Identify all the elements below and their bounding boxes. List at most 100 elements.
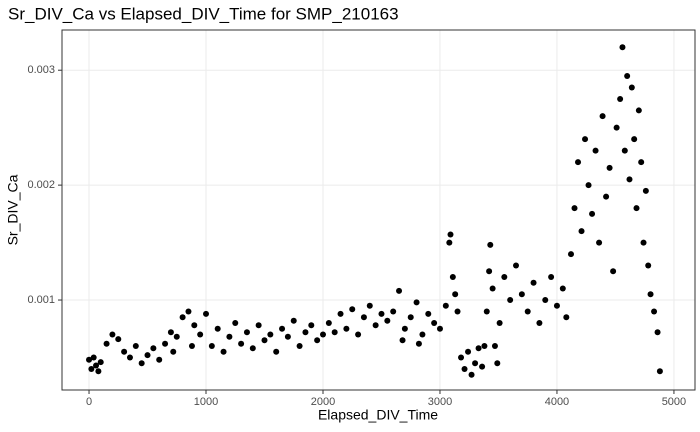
point bbox=[633, 205, 640, 212]
point bbox=[349, 306, 356, 313]
point bbox=[468, 371, 475, 378]
x-tick-label: 3000 bbox=[428, 396, 452, 408]
point bbox=[138, 360, 145, 367]
point bbox=[449, 274, 456, 281]
point bbox=[162, 340, 169, 347]
point bbox=[479, 363, 486, 370]
point bbox=[109, 331, 116, 338]
point bbox=[279, 325, 286, 332]
point bbox=[606, 164, 613, 171]
point bbox=[571, 205, 578, 212]
point bbox=[173, 333, 180, 340]
point bbox=[447, 231, 454, 238]
point bbox=[243, 329, 250, 336]
point bbox=[596, 239, 603, 246]
point bbox=[399, 337, 406, 344]
point bbox=[95, 368, 102, 375]
chart-title: Sr_DIV_Ca vs Elapsed_DIV_Time for SMP_21… bbox=[8, 4, 399, 23]
point bbox=[578, 228, 585, 235]
point bbox=[458, 354, 465, 361]
point bbox=[563, 314, 570, 321]
point bbox=[355, 331, 362, 338]
point bbox=[530, 279, 537, 286]
x-tick-label: 0 bbox=[86, 396, 92, 408]
point bbox=[170, 348, 177, 355]
point bbox=[366, 302, 373, 309]
x-axis-title: Elapsed_DIV_Time bbox=[318, 407, 438, 423]
point bbox=[360, 314, 367, 321]
point bbox=[619, 44, 626, 51]
point bbox=[589, 210, 596, 217]
point bbox=[343, 325, 350, 332]
point bbox=[613, 124, 620, 131]
point bbox=[585, 182, 592, 189]
point bbox=[267, 331, 274, 338]
point bbox=[472, 360, 479, 367]
point bbox=[255, 322, 262, 329]
point bbox=[156, 356, 163, 363]
point bbox=[226, 333, 233, 340]
point bbox=[249, 345, 256, 352]
point bbox=[401, 325, 408, 332]
point bbox=[559, 285, 566, 292]
point bbox=[631, 136, 638, 143]
point bbox=[645, 262, 652, 269]
point bbox=[635, 107, 642, 114]
point bbox=[642, 187, 649, 194]
point bbox=[390, 308, 397, 315]
point bbox=[232, 320, 239, 327]
point bbox=[628, 84, 635, 91]
point bbox=[553, 302, 560, 309]
point bbox=[284, 333, 291, 340]
point bbox=[654, 329, 661, 336]
point bbox=[314, 337, 321, 344]
point bbox=[483, 308, 490, 315]
point bbox=[575, 159, 582, 166]
point bbox=[592, 147, 599, 154]
y-axis-title: Sr_DIV_Ca bbox=[5, 174, 21, 245]
point bbox=[90, 354, 97, 361]
point bbox=[93, 362, 100, 369]
point bbox=[603, 193, 610, 200]
point bbox=[436, 325, 443, 332]
point bbox=[638, 159, 645, 166]
point bbox=[494, 360, 501, 367]
y-tick-label: 0.001 bbox=[27, 294, 55, 306]
point bbox=[378, 310, 385, 317]
point bbox=[238, 340, 245, 347]
x-tick-label: 5000 bbox=[662, 396, 686, 408]
point bbox=[308, 322, 315, 329]
point bbox=[626, 176, 633, 183]
point bbox=[203, 310, 210, 317]
point bbox=[536, 320, 543, 327]
point bbox=[167, 329, 174, 336]
point bbox=[86, 356, 93, 363]
point bbox=[475, 345, 482, 352]
point bbox=[567, 251, 574, 258]
point bbox=[179, 314, 186, 321]
point bbox=[97, 359, 104, 366]
point bbox=[487, 241, 494, 248]
point bbox=[188, 342, 195, 349]
point bbox=[88, 365, 95, 372]
point bbox=[524, 308, 531, 315]
point bbox=[518, 291, 525, 298]
point bbox=[220, 348, 227, 355]
point bbox=[501, 274, 508, 281]
point bbox=[413, 299, 420, 306]
point bbox=[542, 297, 549, 304]
point bbox=[191, 322, 198, 329]
point bbox=[302, 329, 309, 336]
panel-border bbox=[61, 29, 696, 391]
point bbox=[185, 308, 192, 315]
point bbox=[481, 342, 488, 349]
point bbox=[290, 317, 297, 324]
y-tick-label: 0.002 bbox=[27, 179, 55, 191]
x-tick-label: 2000 bbox=[311, 396, 335, 408]
point bbox=[144, 352, 151, 359]
point bbox=[496, 320, 503, 327]
point bbox=[446, 239, 453, 246]
point bbox=[610, 268, 617, 275]
point bbox=[103, 340, 110, 347]
